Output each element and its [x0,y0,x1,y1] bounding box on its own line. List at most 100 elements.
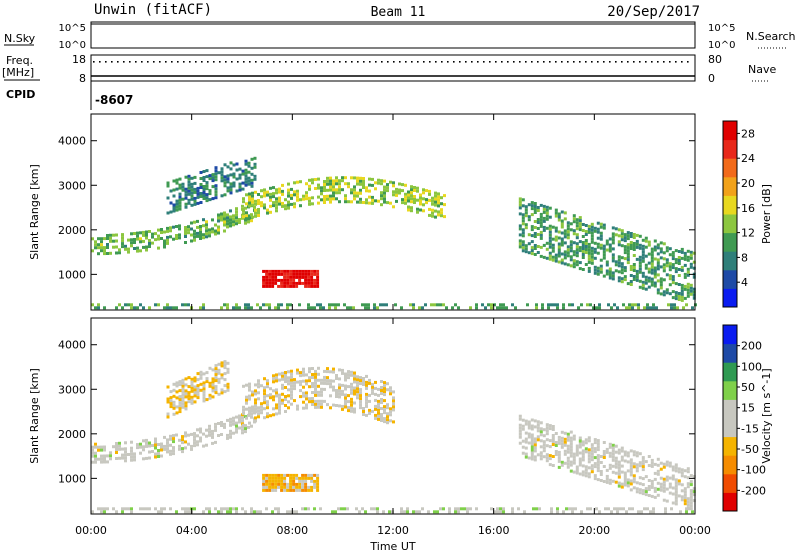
power-cell [641,247,645,251]
power-cell [614,260,618,264]
velocity-cell [335,389,338,392]
velocity-cell [356,381,359,385]
velocity-cell [109,451,112,455]
power-cell [254,208,257,212]
power-cell [560,258,564,262]
velocity-cell [97,457,100,461]
velocity-cell [214,422,217,426]
velocity-cell [193,391,197,395]
velocity-cell [542,428,546,432]
power-cell [332,179,335,183]
power-cell [235,219,238,223]
power-cell [680,286,684,290]
velocity-cell [260,405,263,409]
power-cell [623,275,627,279]
power-cell [499,303,502,307]
freq-dot [309,61,311,63]
power-cell [259,306,262,310]
power-cell [668,268,672,272]
velocity-cell [196,387,200,391]
power-cell [400,306,403,310]
power-cell [647,252,651,256]
power-cell [241,187,245,191]
power-cell [383,188,386,192]
power-cell [238,218,241,221]
velocity-cell [271,479,275,483]
velocity-cell [103,507,106,511]
freq-dot [621,61,623,63]
velocity-cell [320,393,323,397]
power-cells [91,156,697,310]
velocity-cell [539,457,543,461]
power-cell [557,251,561,255]
power-cell [323,198,326,201]
velocity-cell [220,433,223,436]
freq-dot [159,61,161,63]
velocity-cell [353,386,356,390]
power-cell [646,303,649,307]
velocity-cell [356,396,359,400]
power-cell [566,233,570,237]
power-cell [611,232,615,236]
velocity-cell [638,461,642,465]
velocity-cell [542,449,546,453]
velocity-cell [668,485,672,489]
power-cell [635,269,639,273]
velocity-cell [641,483,645,487]
velocity-cell [575,471,579,475]
power-cell [304,275,308,279]
velocity-cell [263,416,266,420]
power-cell [383,179,386,183]
power-cell [656,252,660,256]
velocity-cell [190,398,194,402]
power-cell [190,227,193,231]
power-cell [581,253,585,256]
velocity-cell [163,447,166,451]
velocity-cell [626,469,630,473]
power-cell [260,189,263,193]
power-cell [587,245,591,249]
velocity-cell [653,489,657,493]
velocity-cell [637,510,640,514]
power-cell [590,234,594,238]
power-cell [545,226,549,230]
power-cell [320,186,323,190]
velocity-cell [269,387,272,391]
velocity-cell [202,381,206,385]
power-cell [593,268,597,272]
velocity-cell [548,463,552,467]
power-cell [253,205,256,209]
power-cell [530,234,534,238]
velocity-cell [530,442,534,446]
power-cell [238,306,241,310]
velocity-cell [353,371,356,375]
freq-dot [345,61,347,63]
velocity-cell [181,507,184,511]
velocity-cell [272,413,275,417]
power-cell [682,306,685,310]
velocity-cell [680,495,684,499]
power-cell [250,181,254,185]
power-cell [575,236,579,240]
velocity-cell [586,507,589,511]
velocity-cell [569,442,573,446]
velocity-cell [524,422,528,426]
power-cell [518,197,522,201]
velocity-cell [356,378,359,382]
power-cell [548,206,552,210]
velocity-cell [256,510,259,514]
power-cell [127,247,130,251]
power-cell [169,210,173,214]
velocity-cell [169,443,172,447]
velocity-cell [181,378,185,382]
power-cell [211,176,215,180]
power-cell [686,282,690,286]
power-cell [265,278,269,282]
power-cell [172,306,175,310]
velocity-cell [380,416,383,419]
velocity-cell [533,446,537,450]
power-cell [581,247,585,250]
power-cell [581,256,585,259]
velocity-cell [499,510,502,514]
velocity-cell [365,374,368,378]
